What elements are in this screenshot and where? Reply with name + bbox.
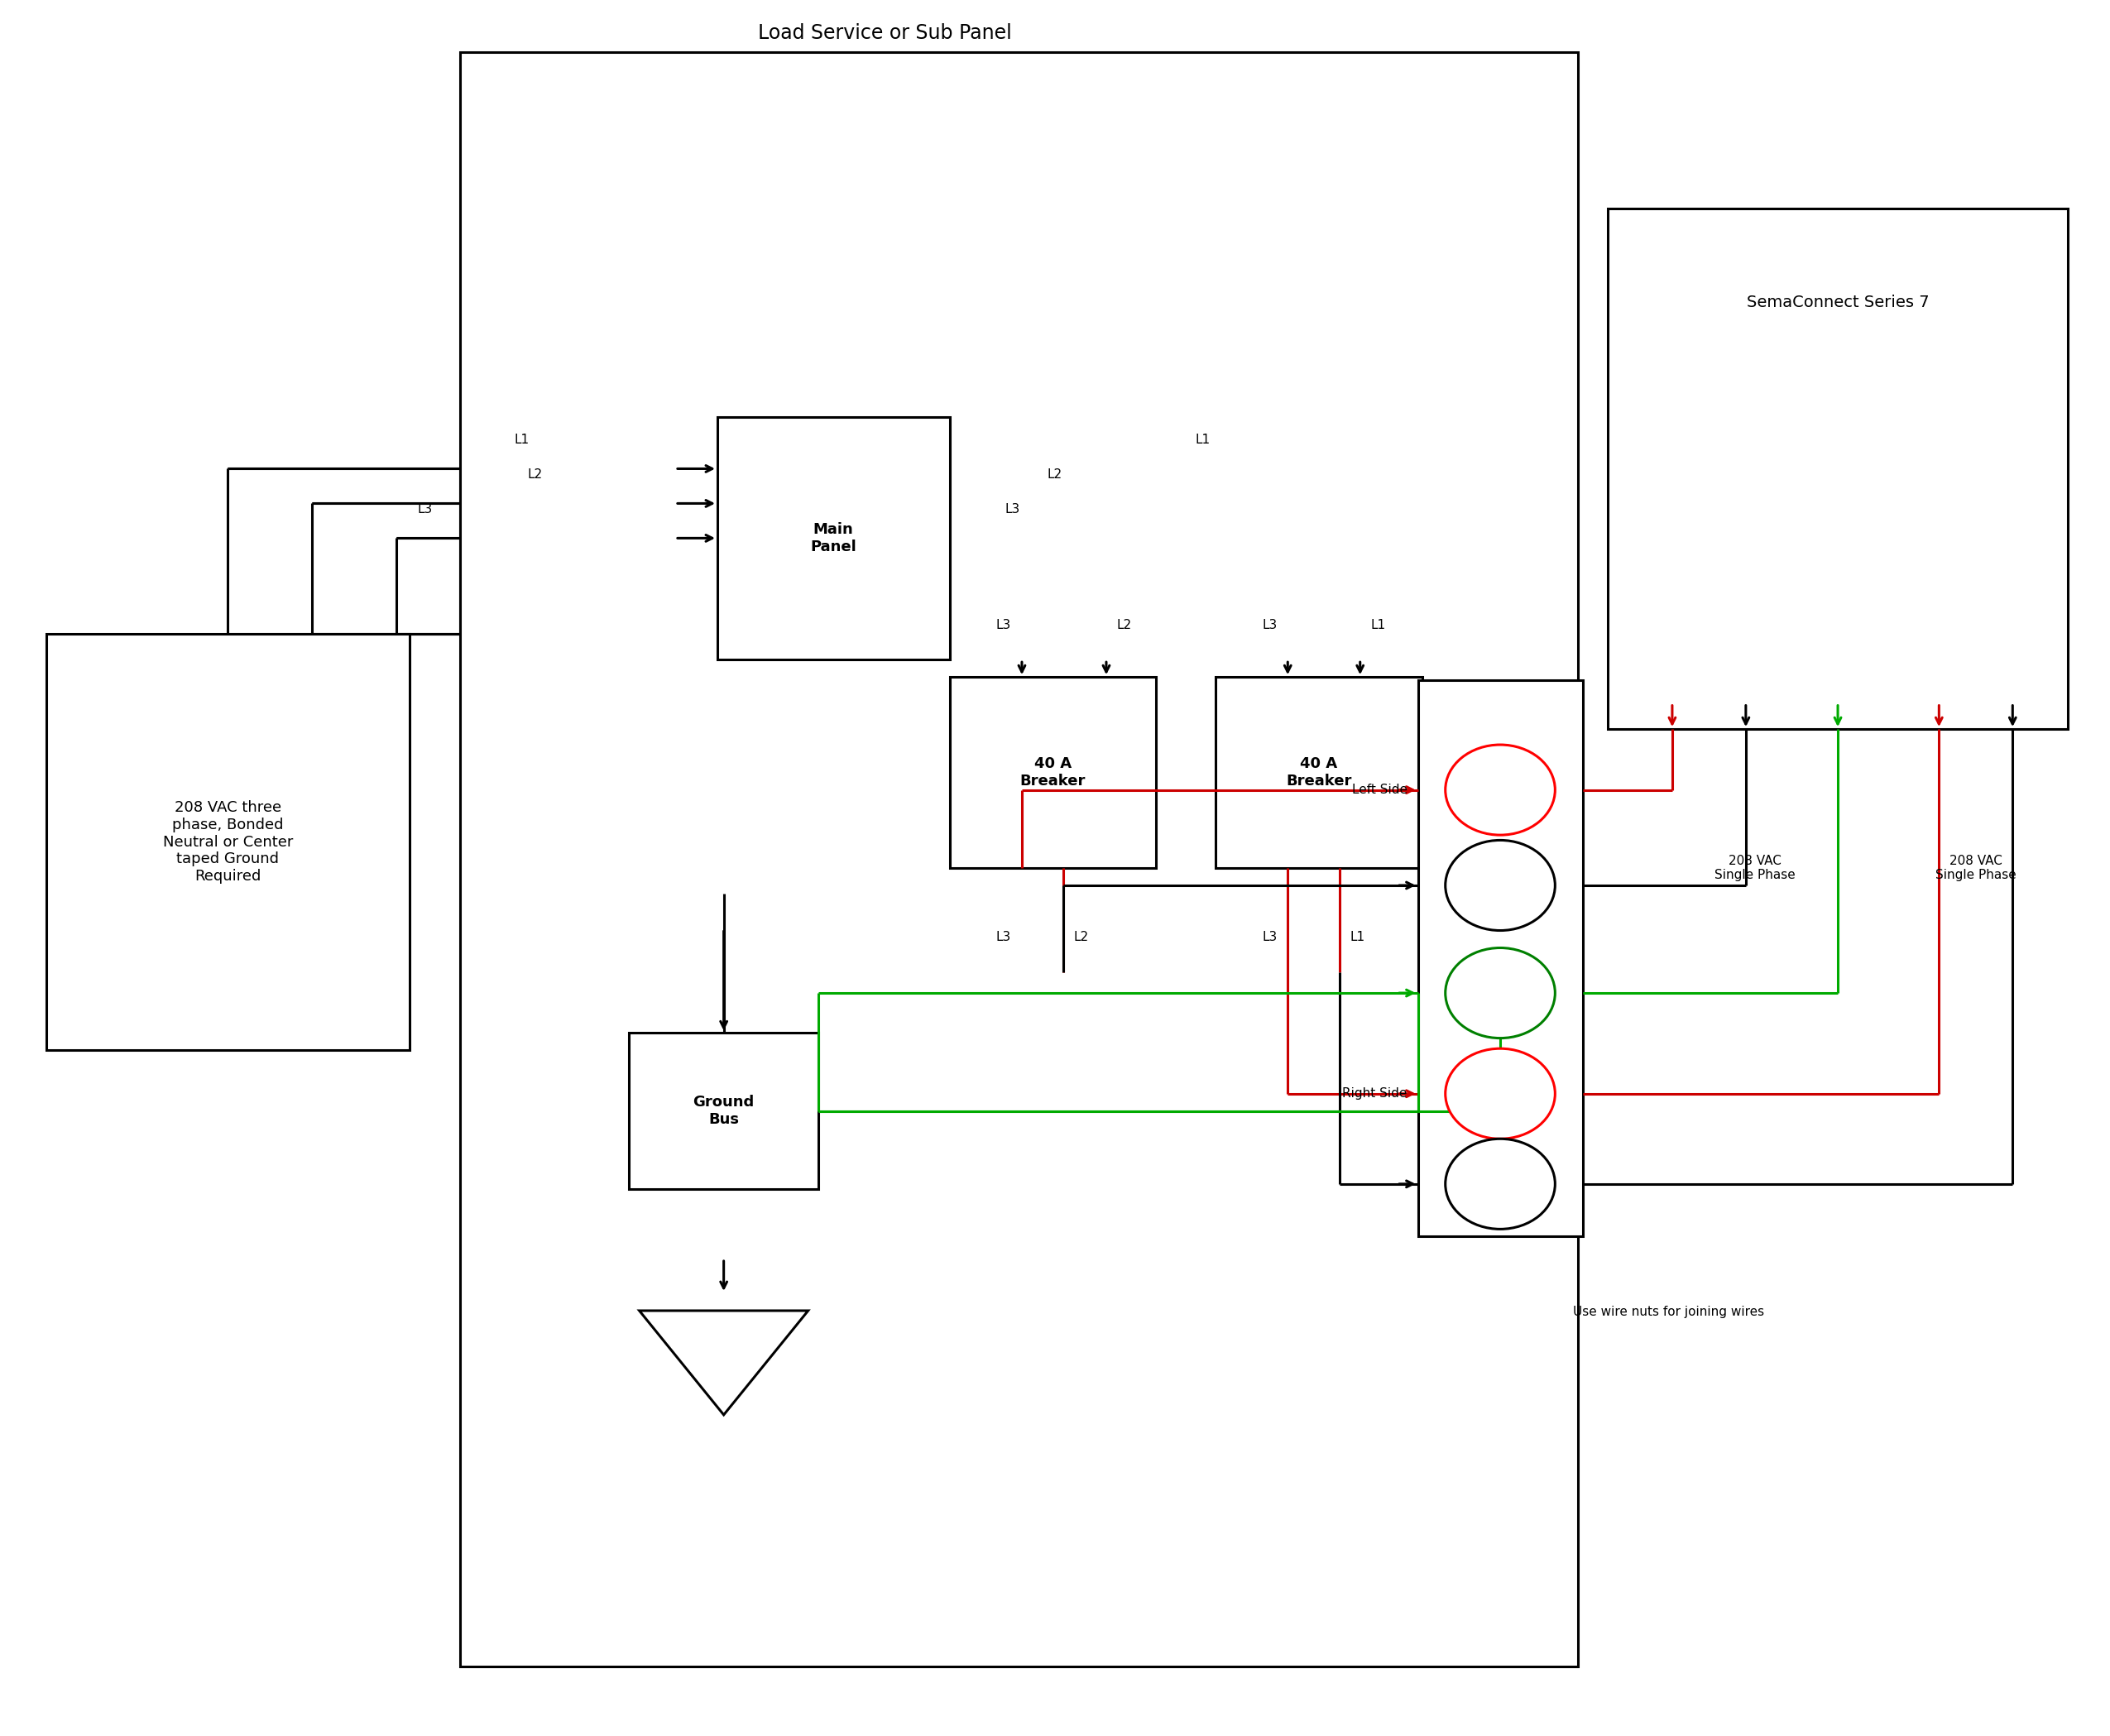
Text: L3: L3 xyxy=(418,503,433,516)
Text: L3: L3 xyxy=(1004,503,1021,516)
Text: Load Service or Sub Panel: Load Service or Sub Panel xyxy=(757,24,1013,43)
Text: 208 VAC
Single Phase: 208 VAC Single Phase xyxy=(1715,854,1796,882)
Text: L1: L1 xyxy=(1350,930,1365,944)
Text: 40 A
Breaker: 40 A Breaker xyxy=(1285,757,1353,788)
Circle shape xyxy=(1445,745,1555,835)
Text: L3: L3 xyxy=(1262,618,1277,632)
Text: Left Side: Left Side xyxy=(1353,783,1407,797)
Text: Use wire nuts for joining wires: Use wire nuts for joining wires xyxy=(1574,1305,1764,1318)
Text: Main
Panel: Main Panel xyxy=(810,523,857,554)
Text: 208 VAC three
phase, Bonded
Neutral or Center
taped Ground
Required: 208 VAC three phase, Bonded Neutral or C… xyxy=(162,800,293,884)
Circle shape xyxy=(1445,1139,1555,1229)
Text: L2: L2 xyxy=(1074,930,1089,944)
Bar xyxy=(717,417,949,660)
Text: L3: L3 xyxy=(1262,930,1277,944)
Text: Right Side: Right Side xyxy=(1342,1087,1407,1101)
Text: L1: L1 xyxy=(1372,618,1386,632)
Text: L1: L1 xyxy=(515,434,530,446)
Bar xyxy=(1215,677,1422,868)
Bar xyxy=(46,634,409,1050)
Bar xyxy=(949,677,1156,868)
Bar xyxy=(1608,208,2068,729)
Text: 40 A
Breaker: 40 A Breaker xyxy=(1019,757,1087,788)
Text: L2: L2 xyxy=(1116,618,1131,632)
Text: L3: L3 xyxy=(996,930,1011,944)
Bar xyxy=(629,1033,819,1189)
Text: L1: L1 xyxy=(1194,434,1211,446)
Text: SemaConnect Series 7: SemaConnect Series 7 xyxy=(1747,293,1929,311)
Text: Ground
Bus: Ground Bus xyxy=(692,1095,755,1127)
Circle shape xyxy=(1445,1049,1555,1139)
Circle shape xyxy=(1445,948,1555,1038)
Text: L2: L2 xyxy=(528,469,542,481)
Bar xyxy=(460,52,1578,1667)
Text: L2: L2 xyxy=(1047,469,1063,481)
Text: 208 VAC
Single Phase: 208 VAC Single Phase xyxy=(1935,854,2017,882)
Circle shape xyxy=(1445,840,1555,930)
Text: L3: L3 xyxy=(996,618,1011,632)
Bar xyxy=(1418,681,1582,1236)
